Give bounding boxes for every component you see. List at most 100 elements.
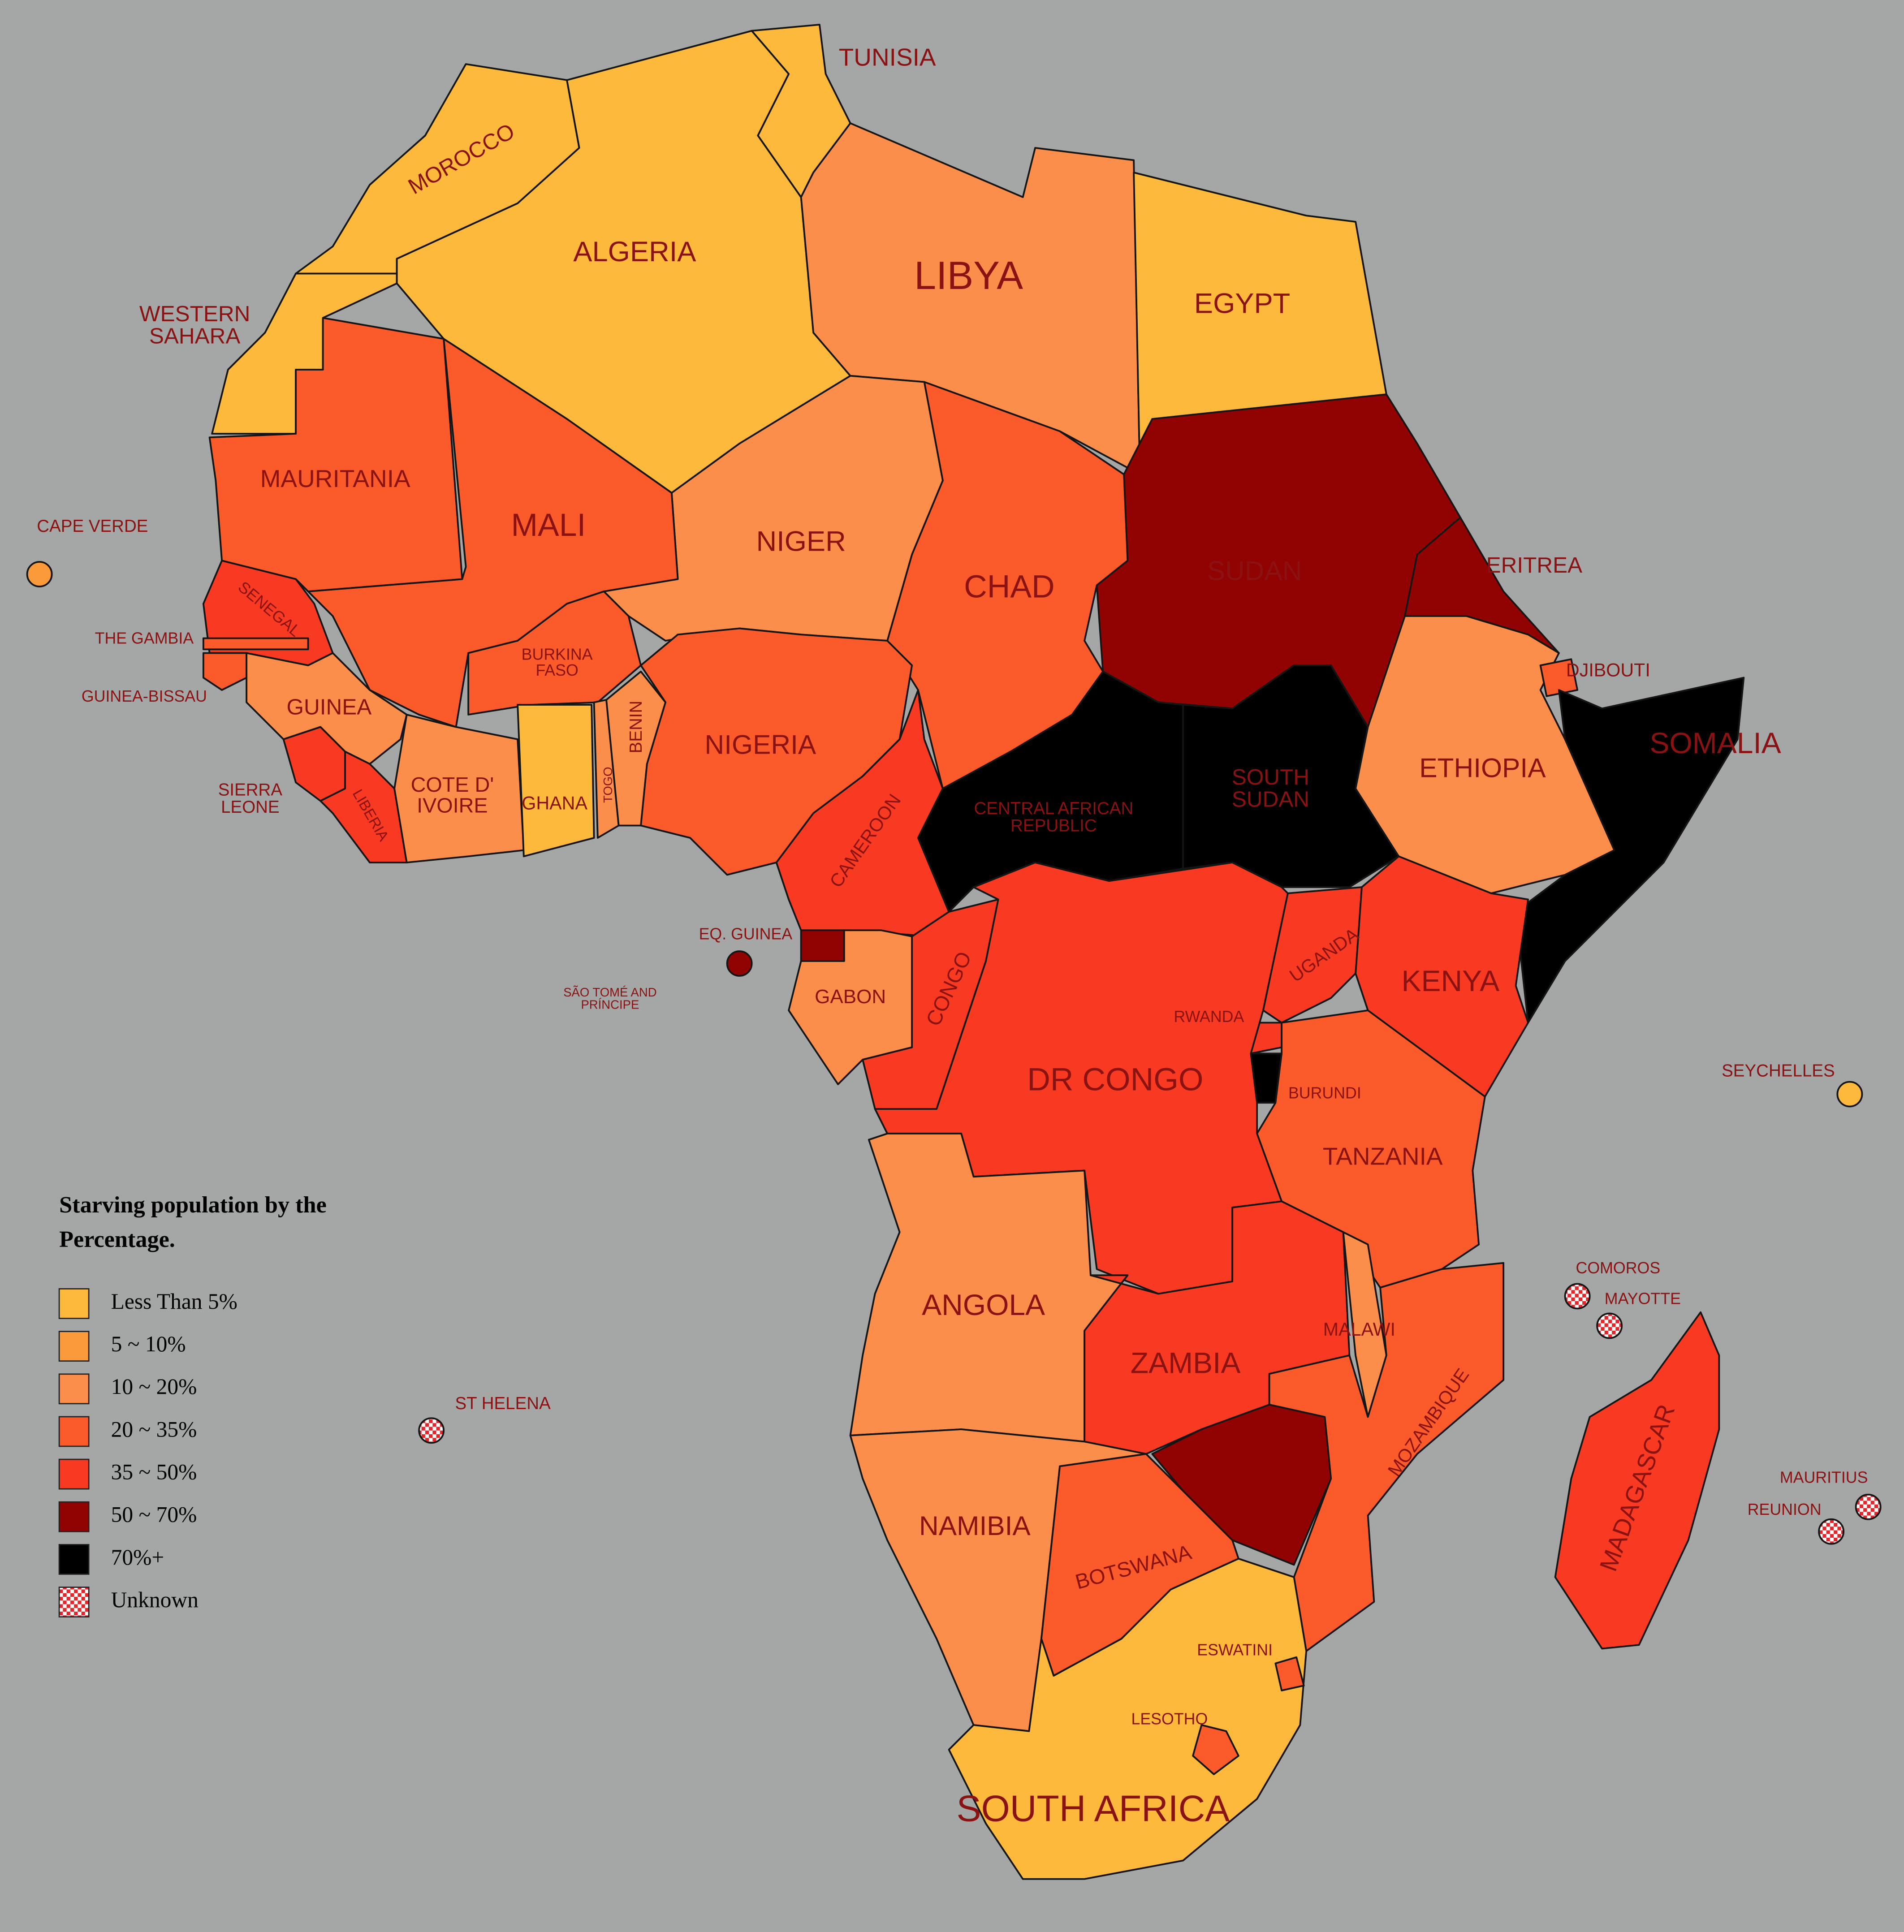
country-label: WESTERN <box>139 302 250 326</box>
country-label-group: DR CONGO <box>1027 1061 1203 1097</box>
country-label: GABON <box>815 986 886 1008</box>
country-label: FASO <box>535 661 578 679</box>
country-label-group: TANZANIA <box>1323 1143 1443 1170</box>
country-shape <box>208 317 463 592</box>
legend-title: Starving population by the <box>59 1192 327 1218</box>
country-label-group: REUNION <box>1748 1501 1822 1518</box>
legend-swatch <box>58 1458 90 1490</box>
country-label: CHAD <box>964 569 1055 604</box>
country-label-group: DJIBOUTI <box>1566 660 1650 681</box>
country-label: PRÍNCIPE <box>581 997 639 1011</box>
island <box>418 1417 445 1444</box>
legend-label: Unknown <box>111 1587 199 1612</box>
country-label: GHANA <box>522 793 587 814</box>
country-label-group: EGYPT <box>1194 288 1290 319</box>
country-label: ERITREA <box>1486 553 1583 578</box>
country-label: SEYCHELLES <box>1722 1061 1835 1081</box>
country-label-group: ANGOLA <box>922 1288 1045 1321</box>
country-label: GUINEA-BISSAU <box>82 687 207 705</box>
legend-label: Less Than 5% <box>111 1289 237 1314</box>
country-label: RWANDA <box>1174 1008 1244 1026</box>
country-label: SOUTH <box>1232 765 1309 789</box>
country-label: ST HELENA <box>455 1394 551 1413</box>
country-label: LIBYA <box>914 253 1023 298</box>
country-label-group: NIGERIA <box>704 729 816 759</box>
legend-swatch <box>58 1587 90 1617</box>
island <box>26 561 53 587</box>
country-label: SUDAN <box>1232 787 1309 812</box>
country-label-group: MALAWI <box>1323 1319 1395 1340</box>
country-shape <box>640 627 913 876</box>
legend-swatch <box>58 1544 90 1575</box>
country-label: SAHARA <box>149 324 241 349</box>
country-label-group: GUINEA-BISSAU <box>82 687 207 705</box>
country-shape <box>1274 1656 1305 1691</box>
country-label: NIGER <box>756 526 846 557</box>
legend-label: 70%+ <box>111 1545 164 1570</box>
country-label: THE GAMBIA <box>95 630 194 647</box>
country-label-group: ERITREA <box>1486 553 1583 578</box>
country-label: BURUNDI <box>1288 1084 1361 1102</box>
legend-label: 35 ~ 50% <box>111 1459 197 1484</box>
country-label: BURKINA <box>522 645 593 663</box>
country-label: LEONE <box>221 798 280 817</box>
country-label-group: MALI <box>511 507 586 543</box>
country-label: SOMALIA <box>1649 726 1781 759</box>
legend: Starving population by the Percentage. L… <box>58 1192 327 1617</box>
country-label: BENIN <box>626 701 646 754</box>
country-label-group: ETHIOPIA <box>1419 753 1546 783</box>
country-shape <box>517 704 595 858</box>
country-label: ETHIOPIA <box>1419 753 1546 783</box>
country-label: MAYOTTE <box>1605 1290 1681 1308</box>
legend-swatch <box>58 1373 90 1405</box>
island <box>726 950 753 977</box>
country-label-group: GHANA <box>522 793 587 814</box>
country-label: GUINEA <box>286 694 371 719</box>
country-label: KENYA <box>1401 964 1499 997</box>
country-label: IVOIRE <box>417 794 488 817</box>
country-shape <box>1554 1311 1720 1650</box>
legend-swatch <box>58 1331 90 1362</box>
island <box>1836 1081 1863 1108</box>
country-label-group: BURUNDI <box>1288 1084 1361 1102</box>
country-label-group: CHAD <box>964 569 1055 604</box>
country-shape <box>1539 658 1579 697</box>
country-label: COTE D' <box>411 773 494 796</box>
island <box>1596 1312 1623 1339</box>
country-label-group: BENIN <box>626 701 646 754</box>
country-label-group: NIGER <box>756 526 846 557</box>
country-label: SOUTH AFRICA <box>957 1788 1230 1829</box>
legend-label: 5 ~ 10% <box>111 1332 186 1356</box>
country-label-group: LESOTHO <box>1131 1710 1208 1728</box>
country-label-group: SOUTH AFRICA <box>957 1788 1230 1829</box>
country-label: TOGO <box>601 767 615 803</box>
country-label-group: GUINEA <box>286 694 371 719</box>
country-label: ZAMBIA <box>1131 1346 1241 1379</box>
country-label-group: COMOROS <box>1576 1259 1661 1277</box>
country-label: NIGERIA <box>704 729 816 759</box>
country-label: COMOROS <box>1576 1259 1661 1277</box>
country-label: NAMIBIA <box>919 1510 1031 1541</box>
country-label-group: NAMIBIA <box>919 1510 1031 1541</box>
country-label-group: THE GAMBIA <box>95 630 194 647</box>
country-shape <box>948 1557 1308 1880</box>
country-shape <box>202 637 309 651</box>
country-label-group: ST HELENA <box>455 1394 551 1413</box>
country-label: ESWATINI <box>1197 1641 1273 1659</box>
country-label: SÃO TOMÉ AND <box>563 985 656 999</box>
country-label: REUNION <box>1748 1501 1822 1518</box>
country-label: MALI <box>511 507 586 543</box>
country-shape <box>1515 677 1745 1024</box>
country-label-group: SUDAN <box>1207 556 1302 586</box>
country-label-group: MAYOTTE <box>1605 1290 1681 1308</box>
country-label: MALAWI <box>1323 1319 1395 1340</box>
country-label-group: LIBYA <box>914 253 1023 298</box>
country-label-group: SEYCHELLES <box>1722 1061 1835 1081</box>
